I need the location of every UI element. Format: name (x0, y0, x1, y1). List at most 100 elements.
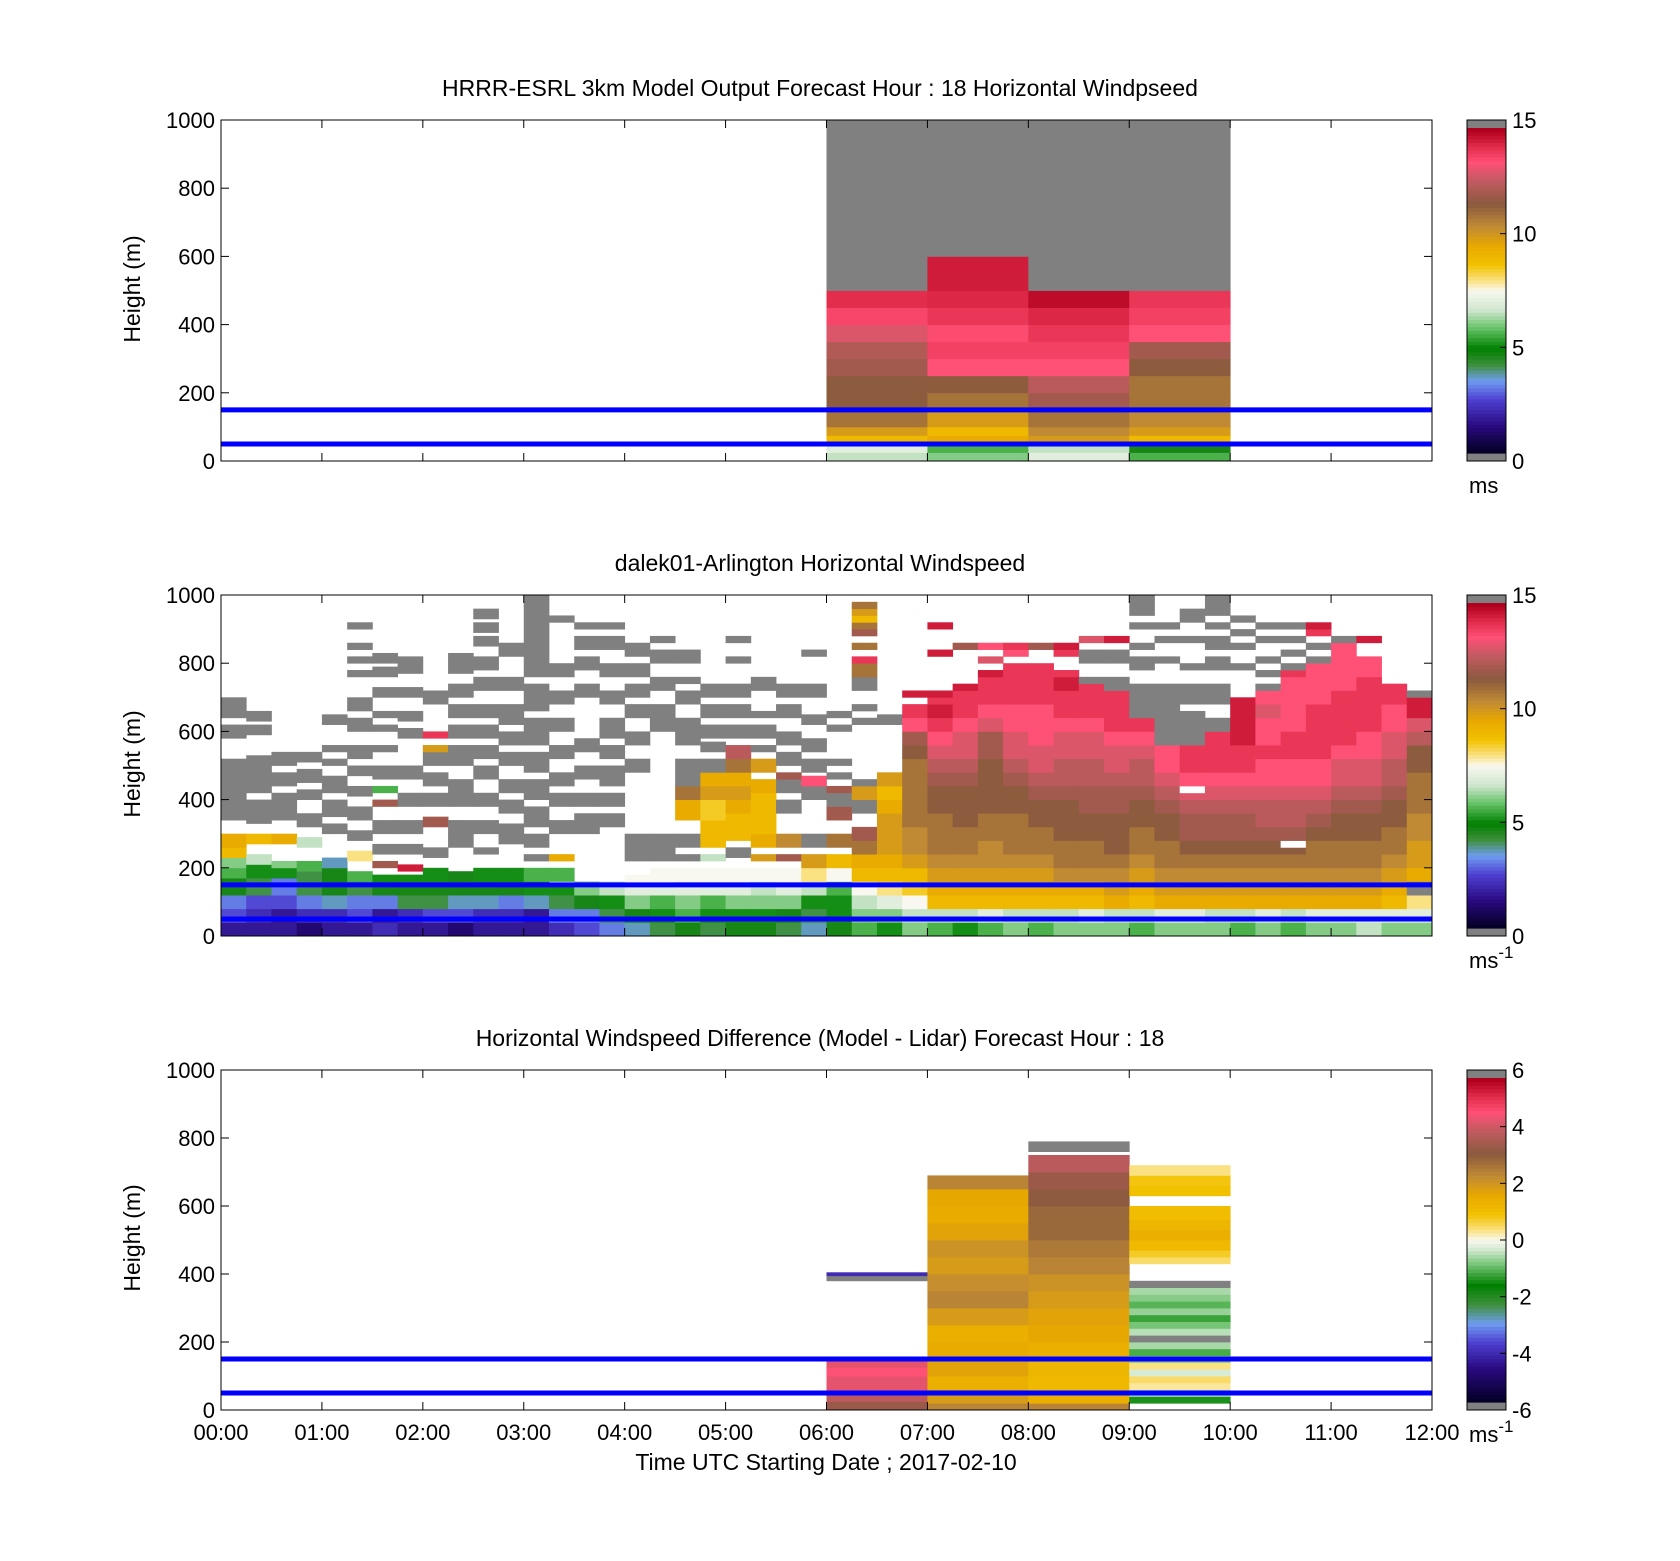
heatmap-cell (1305, 656, 1332, 664)
heatmap-cell (1154, 826, 1181, 841)
heatmap-cell (1129, 435, 1231, 445)
heatmap-cell (927, 1359, 1029, 1377)
heatmap-cell (1003, 642, 1029, 650)
heatmap-area: 0 200 400 600 800 1000 (166, 583, 1433, 949)
heatmap-cell (1028, 1403, 1130, 1411)
heatmap-cell (826, 1359, 928, 1368)
colorbar-swatch (1467, 445, 1506, 450)
heatmap-cell (422, 745, 449, 753)
colorbar-swatch (1467, 1294, 1506, 1299)
heatmap-cell (1280, 895, 1307, 910)
heatmap-cell (1179, 710, 1206, 746)
colorbar-swatch (1467, 610, 1506, 615)
colorbar-swatch (1467, 1384, 1506, 1389)
heatmap-cell (574, 922, 600, 937)
heatmap-cell (851, 779, 878, 787)
colorbar-swatch (1467, 1265, 1506, 1270)
heatmap-cell (498, 922, 525, 937)
heatmap-cell (1129, 392, 1231, 411)
heatmap-cell (1053, 772, 1080, 787)
x-tick-label: 00:00 (193, 1420, 248, 1445)
heatmap-cell (1104, 799, 1130, 814)
heatmap-cell (1331, 840, 1357, 855)
heatmap-cell (1204, 854, 1231, 869)
heatmap-cell (1129, 452, 1231, 462)
heatmap-cell (1280, 922, 1307, 937)
heatmap-cell (649, 922, 676, 937)
heatmap-cell (1154, 799, 1181, 814)
colorbar-swatch (1467, 1391, 1506, 1396)
heatmap-cell (498, 676, 525, 691)
heatmap-cell (876, 714, 903, 725)
heatmap-cell (675, 676, 701, 685)
heatmap-cell (1104, 745, 1130, 760)
heatmap-cell (397, 820, 424, 835)
heatmap-cell (977, 826, 1004, 841)
heatmap-cell (851, 601, 878, 610)
heatmap-cell (1305, 704, 1332, 719)
heatmap-cell (1078, 649, 1105, 664)
heatmap-cell (927, 1274, 1029, 1292)
heatmap-cell (422, 922, 449, 937)
heatmap-cell (448, 724, 474, 739)
colorbar-swatch (1467, 657, 1506, 662)
heatmap-cell (725, 635, 752, 644)
heatmap-cell (624, 895, 651, 910)
colorbar-swatch (1467, 819, 1506, 824)
heatmap-cell (1129, 745, 1155, 760)
heatmap-cell (1280, 670, 1307, 678)
heatmap-cell (1104, 854, 1130, 869)
heatmap-cell (876, 813, 903, 828)
heatmap-cell (1104, 826, 1130, 841)
heatmap-cell (1305, 826, 1332, 841)
heatmap-cell (1280, 676, 1307, 691)
heatmap-cell (448, 683, 474, 698)
heatmap-cell (523, 717, 550, 746)
heatmap-cell (422, 690, 449, 705)
heatmap-cell (1179, 840, 1206, 855)
heatmap-cell (1356, 922, 1382, 937)
heatmap-cell (1053, 717, 1080, 732)
heatmap-cell (473, 622, 499, 633)
colorbar-swatch (1467, 855, 1506, 860)
heatmap-cell (700, 772, 726, 787)
heatmap-cell (1129, 717, 1155, 732)
heatmap-cell (523, 751, 550, 773)
colorbar-swatch (1467, 351, 1506, 357)
heatmap-cell (927, 324, 1029, 343)
heatmap-cell (1053, 785, 1080, 800)
heatmap-cell (851, 854, 878, 869)
heatmap-cell (952, 895, 979, 910)
heatmap-cell (1028, 704, 1054, 719)
heatmap-cell (372, 785, 399, 794)
heatmap-cell (675, 833, 701, 848)
y-tick-label: 200 (178, 1330, 215, 1355)
x-tick-label: 01:00 (294, 1420, 349, 1445)
heatmap-cell (1280, 731, 1307, 746)
heatmap-cell (1230, 854, 1256, 869)
heatmap-cell (1028, 922, 1054, 937)
heatmap-cell (1104, 840, 1130, 855)
heatmap-cell (321, 867, 348, 882)
colorbar-swatch (1467, 794, 1506, 799)
heatmap-cell (1406, 745, 1433, 760)
heatmap-cell (1003, 840, 1029, 855)
colorbar-swatch (1467, 290, 1506, 295)
heatmap-cell (1356, 635, 1382, 644)
heatmap-cell (1230, 799, 1256, 814)
heatmap-cell (1255, 635, 1282, 644)
heatmap-cell (902, 758, 928, 773)
heatmap-cell (902, 704, 928, 712)
heatmap-cell (448, 663, 474, 674)
colorbar-swatch (1467, 1394, 1506, 1399)
heatmap-cell (1179, 867, 1206, 882)
heatmap-cell (927, 1342, 1029, 1360)
heatmap-cell (1381, 690, 1408, 705)
colorbar-swatch (1467, 1142, 1506, 1147)
heatmap-cell (372, 860, 399, 869)
heatmap-cell (422, 731, 449, 739)
heatmap-cell (851, 826, 878, 841)
colorbar-swatch (1467, 826, 1506, 832)
heatmap-cell (977, 731, 1004, 746)
heatmap-cell (1129, 1287, 1231, 1295)
